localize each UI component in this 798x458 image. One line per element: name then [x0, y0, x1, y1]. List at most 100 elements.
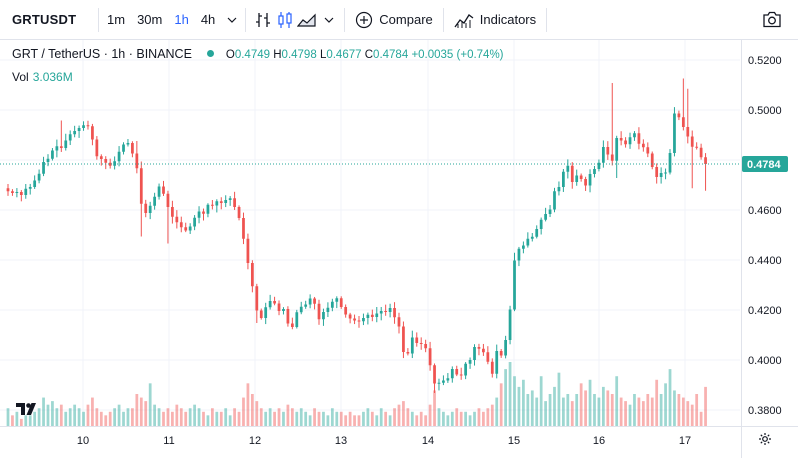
compare-button[interactable]: Compare: [345, 6, 442, 34]
candle-body: [51, 150, 54, 159]
candle-body: [313, 298, 316, 304]
open-label: O: [225, 49, 235, 61]
candle-body: [539, 219, 543, 229]
legend-symbol[interactable]: GRT / TetherUS · 1h · BINANCE: [12, 47, 192, 61]
candle: [641, 139, 645, 152]
volume-bar: [495, 397, 499, 426]
candle-body: [406, 352, 410, 354]
candlestick-icon: [278, 11, 292, 28]
price-chart[interactable]: 0.52000.50000.48000.46000.44000.42000.40…: [0, 40, 798, 458]
snapshot-button[interactable]: [762, 11, 782, 33]
candle: [113, 156, 117, 170]
candle-body: [433, 365, 436, 384]
candle-body: [628, 137, 632, 145]
candle: [601, 140, 605, 168]
volume-bar: [397, 404, 401, 426]
candle: [699, 143, 703, 160]
market-status-dot: [207, 50, 215, 58]
volume-bar: [68, 408, 72, 426]
close-label: C: [364, 49, 374, 61]
volume-bar: [588, 379, 592, 426]
timeframe-1m[interactable]: 1m: [107, 12, 126, 27]
change-value: +0.0035 (+0.74%): [411, 49, 504, 61]
bars-style-button[interactable]: [252, 6, 274, 34]
candle-body: [193, 217, 196, 227]
candle-body: [206, 204, 210, 214]
candle-body: [144, 203, 148, 213]
plus-circle-icon: [356, 11, 373, 28]
volume-bar: [326, 415, 330, 426]
candle: [473, 344, 476, 366]
price-axis[interactable]: 0.52000.50000.48000.46000.44000.42000.40…: [748, 55, 782, 417]
volume-bar: [91, 397, 94, 426]
volume-bar: [646, 394, 650, 426]
volume-bar: [450, 411, 454, 426]
timeframe-1h[interactable]: 1h: [174, 12, 189, 27]
volume-bar: [82, 411, 85, 426]
candle: [393, 302, 396, 324]
candle: [677, 110, 681, 121]
volume-bar: [202, 411, 205, 426]
volume-bar: [513, 376, 516, 426]
volume-bar: [379, 408, 383, 426]
candle: [428, 341, 432, 371]
price-tick-label: 0.4200: [748, 305, 782, 317]
volume-bar: [619, 397, 623, 426]
low-label: L: [319, 49, 327, 61]
candle-body: [344, 307, 348, 315]
volume-value: 3.036M: [32, 70, 73, 84]
candle: [117, 146, 121, 167]
volume-bar: [37, 408, 41, 426]
candle: [450, 366, 454, 383]
volume-bar: [584, 390, 587, 426]
volume-bar: [339, 411, 343, 426]
area-style-button[interactable]: [296, 6, 318, 34]
volume-bar: [246, 383, 250, 426]
volume-bar: [410, 411, 414, 426]
price-tick-label: 0.4400: [748, 255, 782, 267]
timeframe-dropdown-button[interactable]: [221, 6, 243, 34]
volume-bar: [237, 411, 241, 426]
candle-body: [597, 162, 601, 169]
candle-body: [553, 191, 556, 210]
candle: [188, 223, 192, 234]
volume-bar: [282, 411, 285, 426]
candle: [464, 362, 468, 380]
chart-settings-button[interactable]: [758, 432, 772, 451]
candle: [166, 190, 170, 244]
ohlc-bars-icon: [256, 12, 271, 27]
volume-bar: [393, 408, 396, 426]
symbol-search-button[interactable]: GRTUSDT: [12, 12, 77, 27]
time-axis[interactable]: 10 11 12 13 14 15 16 17: [77, 435, 691, 447]
volume-bar: [695, 394, 699, 426]
candle-body: [322, 312, 325, 320]
volume-bar: [126, 408, 130, 426]
candle: [268, 294, 272, 310]
candle-body: [504, 340, 507, 356]
candle: [224, 195, 228, 208]
chart-style-dropdown-button[interactable]: [318, 6, 340, 34]
indicators-button[interactable]: Indicators: [444, 6, 546, 34]
candle: [322, 308, 325, 326]
candle-body: [104, 159, 108, 163]
timeframe-30m[interactable]: 30m: [137, 12, 163, 27]
candle: [15, 188, 19, 198]
open-value: 0.4749: [234, 49, 271, 61]
candle-body: [499, 351, 503, 356]
tradingview-logo[interactable]: [16, 402, 40, 421]
candle-body: [464, 363, 468, 376]
candle-body: [673, 113, 676, 153]
compare-label: Compare: [379, 12, 433, 27]
gear-icon: [759, 433, 771, 445]
timeframe-group: 1m 30m 1h 4h: [99, 6, 245, 34]
timeframe-4h[interactable]: 4h: [200, 12, 216, 27]
candle: [522, 241, 525, 254]
candles-style-button[interactable]: [274, 6, 296, 34]
candle-body: [166, 193, 170, 207]
candle-body: [615, 138, 619, 161]
volume-bar: [322, 411, 325, 426]
candle-body: [379, 311, 383, 314]
candle: [664, 168, 667, 180]
volume-bar: [304, 411, 308, 426]
candle-body: [95, 139, 99, 157]
